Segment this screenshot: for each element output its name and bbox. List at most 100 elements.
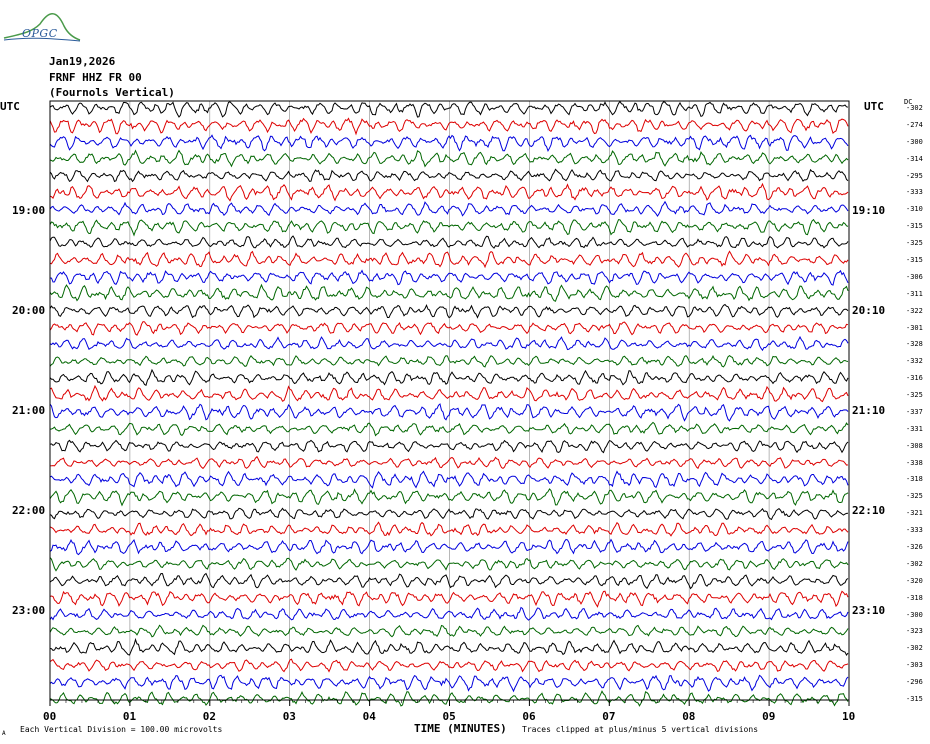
x-tick-label: 01 — [122, 710, 137, 723]
clip-note: Traces clipped at plus/minus 5 vertical … — [522, 725, 759, 734]
dc-offset-value: -302 — [906, 104, 923, 112]
x-tick-label: 02 — [202, 710, 217, 723]
dc-offset-value: -301 — [906, 323, 923, 332]
seismic-trace — [49, 321, 849, 336]
dc-offset-value: -338 — [906, 458, 923, 467]
dc-offset-value: -333 — [906, 188, 923, 197]
hour-left-label: 19:00 — [12, 204, 46, 217]
seismic-trace — [49, 637, 849, 657]
dc-offset-value: -295 — [906, 171, 923, 180]
x-tick-label: 10 — [842, 710, 856, 723]
corner-mark: A — [2, 730, 6, 737]
seismic-trace — [49, 674, 849, 693]
dc-offset-value: -328 — [906, 340, 923, 349]
seismic-trace — [49, 335, 849, 352]
dc-offset-value: -318 — [906, 593, 923, 602]
x-tick-label: 00 — [43, 710, 57, 723]
dc-offset-value: -326 — [906, 543, 923, 552]
dc-offset-value: -315 — [906, 255, 923, 264]
dc-offset-value: -310 — [906, 205, 923, 214]
dc-offset-value: -325 — [906, 492, 923, 501]
dc-offset-value: -322 — [906, 306, 923, 315]
dc-offset-value: -314 — [906, 154, 923, 163]
dc-offset-value: -296 — [906, 678, 923, 687]
x-tick-label: 03 — [282, 710, 296, 723]
x-tick-label: 04 — [362, 710, 376, 723]
dc-offset-value: -325 — [906, 239, 923, 248]
dc-offset-value: -315 — [906, 222, 923, 231]
seismic-trace — [49, 218, 849, 237]
hour-right-label: 22:10 — [852, 504, 886, 517]
scale-note: Each Vertical Division = 100.00 microvol… — [20, 725, 223, 734]
seismic-trace — [49, 606, 849, 621]
x-axis-label: TIME (MINUTES) — [414, 722, 507, 735]
dc-label: DC — [904, 98, 913, 106]
hour-right-label: 20:10 — [852, 304, 886, 317]
seismic-trace — [49, 182, 849, 202]
hour-right-label: 19:10 — [852, 204, 886, 217]
seismic-trace — [49, 557, 849, 572]
seismic-trace — [49, 521, 849, 537]
seismic-trace — [49, 283, 849, 302]
x-tick-label: 06 — [522, 710, 536, 723]
opgc-logo — [3, 13, 81, 42]
seismic-trace — [49, 368, 849, 387]
x-tick-label: 09 — [762, 710, 776, 723]
utc-left-label: UTC — [0, 100, 20, 113]
seismic-trace — [49, 572, 849, 590]
hour-left-label: 20:00 — [12, 304, 46, 317]
x-tick-label: 08 — [682, 710, 696, 723]
dc-offset-value: -331 — [906, 424, 923, 433]
location-label: (Fournols Vertical) — [49, 86, 175, 99]
dc-offset-value: -302 — [906, 644, 923, 653]
seismic-trace — [49, 470, 849, 489]
dc-offset-value: -302 — [906, 559, 923, 568]
seismic-trace — [49, 354, 849, 368]
seismic-trace — [49, 269, 849, 286]
seismic-trace — [49, 149, 849, 168]
hour-left-label: 21:00 — [12, 404, 46, 417]
seismic-trace — [49, 403, 849, 422]
x-tick-label: 07 — [602, 710, 616, 723]
seismic-trace — [49, 455, 849, 470]
hour-right-label: 21:10 — [852, 404, 886, 417]
seismic-trace — [49, 117, 849, 136]
dc-offset-value: -321 — [906, 509, 923, 518]
dc-offset-value: -300 — [906, 137, 923, 146]
seismic-trace — [49, 134, 849, 152]
seismic-trace — [49, 538, 849, 556]
seismic-trace — [49, 250, 849, 269]
seismic-trace — [49, 303, 849, 319]
dc-offset-value: -323 — [906, 627, 923, 636]
dc-offset-value: -303 — [906, 661, 923, 670]
hour-right-label: 23:10 — [852, 604, 886, 617]
seismic-trace — [49, 200, 849, 218]
seismic-trace — [49, 421, 849, 437]
seismic-trace — [49, 384, 849, 403]
seismic-trace — [49, 624, 849, 638]
dc-offset-value: -318 — [906, 475, 923, 484]
dc-offset-value: -320 — [906, 576, 923, 585]
dc-offset-value: -306 — [906, 272, 923, 281]
date-label: Jan19,2026 — [49, 55, 116, 68]
seismic-trace — [49, 488, 849, 507]
dc-offset-value: -332 — [906, 357, 923, 366]
station-label: FRNF HHZ FR 00 — [49, 71, 142, 84]
seismic-trace — [49, 507, 849, 521]
hour-left-label: 23:00 — [12, 604, 46, 617]
dc-offset-value: -333 — [906, 526, 923, 535]
dc-offset-value: -325 — [906, 391, 923, 400]
seismic-trace — [49, 168, 849, 183]
hour-left-label: 22:00 — [12, 504, 46, 517]
dc-offset-value: -274 — [906, 120, 923, 129]
dc-offset-value: -311 — [906, 289, 923, 298]
dc-offset-value: -308 — [906, 441, 923, 450]
seismic-trace — [49, 439, 849, 454]
x-tick-label: 05 — [442, 710, 456, 723]
dc-offset-value: -337 — [906, 407, 923, 416]
dc-offset-value: -315 — [906, 695, 923, 703]
seismic-trace — [49, 658, 849, 673]
logo-text: OPGC — [22, 27, 58, 40]
utc-right-label: UTC — [864, 100, 884, 113]
